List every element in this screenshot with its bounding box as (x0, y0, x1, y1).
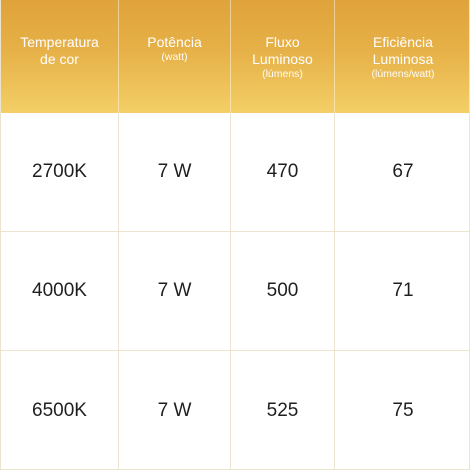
cell-luminous-efficiency: 67 (392, 161, 414, 182)
table-row: 6500K 7 W 525 75 (1, 351, 469, 470)
header-luminous-efficiency: Eficiência Luminosa (lúmens/watt) (335, 0, 470, 113)
header-title: Eficiência Luminosa (372, 34, 434, 67)
cell-color-temperature: 2700K (1, 113, 119, 231)
table-header: Temperatura de cor Potência (watt) Fluxo… (1, 0, 469, 113)
cell-power: 7 W (119, 113, 231, 231)
cell-luminous-flux: 500 (231, 232, 335, 350)
table-body: 2700K 7 W 470 67 4000K 7 W 500 71 6500K … (1, 113, 469, 470)
header-unit: (lúmens/watt) (371, 68, 435, 80)
header-unit: (lúmens) (262, 68, 303, 80)
header-power: Potência (watt) (119, 0, 231, 113)
cell-color-temperature: 4000K (1, 232, 119, 350)
table-row: 2700K 7 W 470 67 (1, 113, 469, 232)
header-title: Potência (147, 34, 202, 50)
cell-luminous-efficiency: 75 (392, 399, 414, 421)
cell-luminous-efficiency: 71 (392, 280, 414, 301)
header-title: Temperatura de cor (20, 34, 99, 67)
cell-power: 7 W (119, 351, 231, 470)
header-luminous-flux: Fluxo Luminoso (lúmens) (231, 0, 335, 113)
header-color-temperature: Temperatura de cor (1, 0, 119, 113)
cell-power: 7 W (119, 232, 231, 350)
cell-color-temperature: 6500K (1, 351, 119, 470)
cell-luminous-flux: 470 (231, 113, 335, 231)
cell-luminous-flux: 525 (231, 351, 335, 470)
header-unit: (watt) (161, 51, 188, 63)
table-row: 4000K 7 W 500 71 (1, 232, 469, 351)
header-title: Fluxo Luminoso (252, 34, 313, 67)
